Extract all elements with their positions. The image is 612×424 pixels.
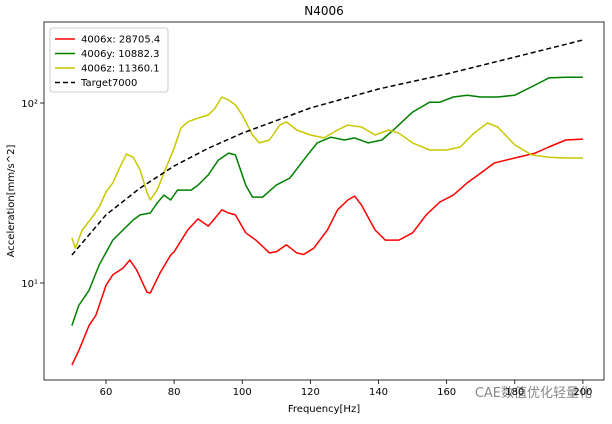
x-tick-label: 140 xyxy=(369,387,388,398)
x-tick-label: 80 xyxy=(168,387,181,398)
legend-box xyxy=(49,27,169,93)
x-tick-label: 60 xyxy=(100,387,113,398)
legend-label: 4006z: 11360.1 xyxy=(81,64,160,75)
legend-label: Target7000 xyxy=(80,78,137,89)
x-tick-label: 120 xyxy=(301,387,320,398)
x-axis-label: Frequency[Hz] xyxy=(288,404,360,415)
legend-label: 4006x: 28705.4 xyxy=(81,35,160,46)
plot-frame xyxy=(43,21,605,381)
legend-label: 4006y: 10882.3 xyxy=(81,49,160,60)
series-line xyxy=(71,39,584,256)
series-line xyxy=(71,76,583,326)
chart-title: N4006 xyxy=(304,4,344,18)
x-tick-label: 180 xyxy=(505,387,524,398)
y-tick-label: 10² xyxy=(21,99,38,110)
watermark: CAE数值优化轻量化 xyxy=(475,385,592,401)
y-axis-label: Acceleration[mm/s^2] xyxy=(6,145,17,258)
x-tick-label: 100 xyxy=(233,387,252,398)
x-tick-label: 160 xyxy=(437,387,456,398)
series-line xyxy=(71,138,583,366)
y-tick-label: 10¹ xyxy=(21,279,38,290)
x-tick-label: 200 xyxy=(573,387,592,398)
series-line xyxy=(71,96,583,249)
